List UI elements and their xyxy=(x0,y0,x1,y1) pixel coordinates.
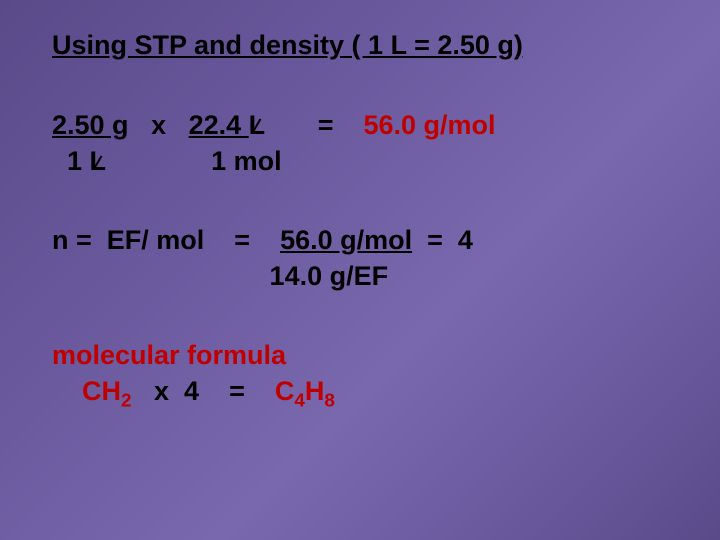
calc1-denom-left: 1 L xyxy=(67,146,106,176)
mf-times: x 4 = xyxy=(132,376,275,406)
slide-title: Using STP and density ( 1 L = 2.50 g) xyxy=(52,30,668,61)
cancel-liter-top: L xyxy=(249,107,266,143)
slash-icon xyxy=(253,119,262,132)
calc2-rhs-after: = 4 xyxy=(412,225,473,255)
calc2-rhs-top: 56.0 g/mol xyxy=(280,225,412,255)
molecular-formula-label: molecular formula xyxy=(52,337,668,373)
mf-left: CH2 xyxy=(82,376,132,406)
calc1-num-right: 22.4 L xyxy=(189,110,266,140)
calc1-denom-right: 1 mol xyxy=(211,146,282,176)
calc1-operator: x xyxy=(151,110,166,140)
calc2-bottom-line: 14.0 g/EF xyxy=(52,258,668,294)
calc1-equals: = xyxy=(318,110,334,140)
calc1-result: 56.0 g/mol xyxy=(363,110,495,140)
cancel-liter-bottom: L xyxy=(90,143,107,179)
calc2-top-line: n = EF/ mol = 56.0 g/mol = 4 xyxy=(52,222,668,258)
calc1-bottom-line: 1 L 1 mol xyxy=(52,143,668,179)
calculation-n: n = EF/ mol = 56.0 g/mol = 4 14.0 g/EF xyxy=(52,222,668,295)
mf-result: C4H8 xyxy=(275,376,335,406)
calc1-top-line: 2.50 g x 22.4 L = 56.0 g/mol xyxy=(52,107,668,143)
calc2-equals: = xyxy=(234,225,250,255)
molecular-formula-block: molecular formula CH2 x 4 = C4H8 xyxy=(52,337,668,414)
slash-icon xyxy=(93,155,102,168)
calc2-lhs: n = EF/ mol xyxy=(52,225,204,255)
calc1-num-left: 2.50 g xyxy=(52,110,129,140)
slide: Using STP and density ( 1 L = 2.50 g) 2.… xyxy=(0,0,720,540)
molecular-formula-line: CH2 x 4 = C4H8 xyxy=(52,373,668,414)
calc2-rhs-bottom: 14.0 g/EF xyxy=(270,261,389,291)
calculation-stp: 2.50 g x 22.4 L = 56.0 g/mol 1 L 1 mol xyxy=(52,107,668,180)
